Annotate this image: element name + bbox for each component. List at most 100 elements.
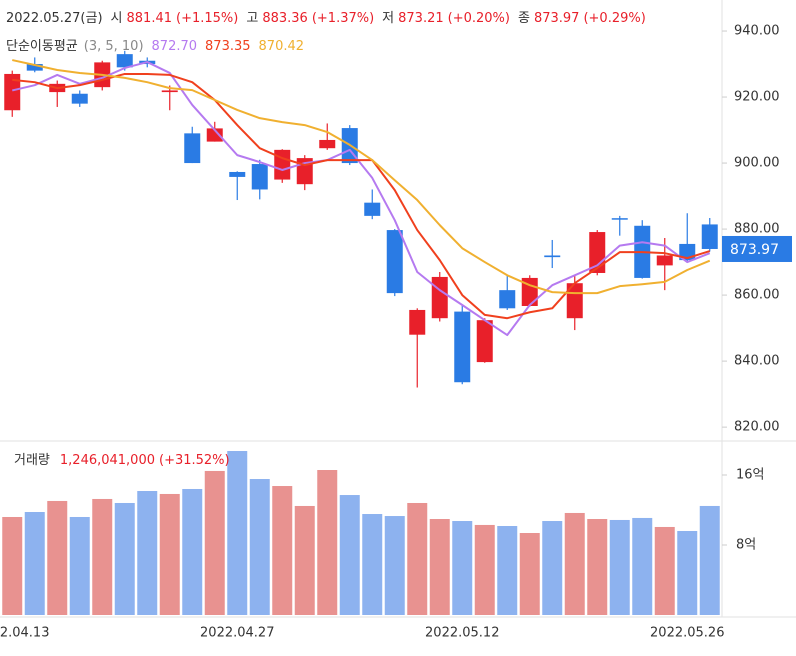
volume-bar: [362, 514, 383, 615]
y-tick-label: 820.00: [734, 420, 780, 435]
candle-body: [161, 90, 178, 93]
ma-legend-item: 872.70: [152, 39, 198, 54]
moving-average-line: [12, 72, 711, 320]
volume-bar: [542, 521, 563, 615]
y-tick-label: 860.00: [734, 288, 780, 303]
y-tick-label: 920.00: [734, 90, 780, 105]
x-tick-label: 2022.05.12: [425, 626, 499, 641]
volume-bar: [474, 524, 495, 615]
candle-body: [274, 149, 291, 180]
volume-bar: [24, 512, 45, 615]
candle-body: [476, 320, 493, 363]
volume-bar: [182, 488, 203, 615]
candle-body: [544, 255, 561, 258]
ma-legend-item: 873.35: [205, 39, 251, 54]
volume-bar: [407, 502, 428, 615]
volume-y-tick-label: 16억: [736, 467, 765, 482]
header-change: (+1.37%): [312, 11, 374, 26]
ma-legend-item: (3, 5, 10): [84, 39, 144, 54]
moving-average-line: [12, 61, 711, 337]
header-label: 시: [111, 11, 123, 26]
y-tick-label: 940.00: [734, 24, 780, 39]
marks: [2, 30, 792, 615]
x-tick-label: 2022.05.26: [650, 626, 724, 641]
volume-bar: [227, 451, 248, 615]
candle-body: [431, 276, 448, 319]
header-value: 873.21: [398, 11, 444, 26]
header-value: 881.41: [127, 11, 173, 26]
volume-bar: [497, 526, 518, 615]
volume-bar: [294, 505, 315, 615]
candle-body: [499, 290, 516, 309]
volume-bar: [92, 498, 113, 615]
volume-legend: 거래량 1,246,041,000 (+31.52%): [14, 453, 230, 468]
volume-bar: [339, 495, 360, 615]
candle-body: [4, 73, 21, 111]
volume-bar: [564, 512, 585, 615]
x-tick-label: 2022.04.13: [0, 626, 49, 641]
candle-body: [386, 230, 403, 294]
candle-body: [229, 171, 246, 177]
candle-body: [251, 164, 268, 190]
volume-bar: [677, 530, 698, 615]
volume-bar: [384, 516, 405, 615]
volume-bar: [2, 516, 23, 615]
header-value: 883.36: [262, 11, 308, 26]
labels: 820.00 840.00 860.00 880.00 900.00 920.00 940.…: [0, 11, 780, 641]
candle-body: [206, 128, 223, 142]
ma-legend-item: 단순이동평균: [6, 39, 78, 54]
candle-body: [116, 54, 133, 68]
volume-bar: [699, 505, 720, 615]
candle-body: [319, 139, 336, 149]
candle-body: [364, 202, 381, 216]
candle-body: [26, 64, 43, 71]
ma-legend: 단순이동평균 (3, 5, 10) 872.70 873.35 870.42: [6, 39, 304, 54]
header-change: (+0.29%): [583, 11, 645, 26]
volume-bar: [47, 500, 68, 615]
candle-body: [656, 255, 673, 266]
candle-body: [184, 133, 201, 164]
volume-bar: [317, 470, 338, 615]
volume-legend-item: 1,246,041,000: [60, 453, 155, 468]
header-text: 2022.05.27(금): [6, 11, 103, 26]
candle-body: [521, 277, 538, 306]
current-price-badge: [722, 235, 792, 262]
volume-bar: [587, 519, 608, 615]
volume-bar: [654, 526, 675, 615]
volume-bar: [609, 519, 630, 615]
header-change: (+1.15%): [176, 11, 238, 26]
volume-bar: [452, 521, 473, 615]
header-label: 고: [246, 11, 258, 26]
candle-body: [409, 309, 426, 335]
y-tick-label: 840.00: [734, 354, 780, 369]
y-tick-label: 880.00: [734, 222, 780, 237]
volume-bar: [632, 517, 653, 615]
volume-bar: [137, 491, 158, 615]
current-price-label: 873.97: [730, 242, 779, 258]
volume-bar: [159, 493, 180, 615]
volume-legend-item: (+31.52%): [159, 453, 230, 468]
header-change: (+0.20%): [448, 11, 510, 26]
volume-bar: [249, 479, 270, 615]
volume-bar: [69, 516, 90, 615]
candle-body: [71, 93, 88, 104]
y-tick-label: 900.00: [734, 156, 780, 171]
moving-average-line: [12, 59, 711, 295]
candle-body: [701, 224, 718, 249]
ma-legend-item: 870.42: [259, 39, 305, 54]
header-label: 저: [382, 11, 394, 26]
volume-bar: [114, 502, 135, 615]
header-value: 873.97: [534, 11, 580, 26]
volume-y-tick-label: 8억: [736, 537, 756, 552]
x-tick-label: 2022.04.27: [200, 626, 274, 641]
volume-bar: [272, 486, 293, 615]
volume-legend-item: 거래량: [14, 453, 50, 468]
header-label: 종: [518, 11, 530, 26]
volume-bar: [429, 519, 450, 615]
volume-bar: [204, 470, 225, 615]
volume-bar: [519, 533, 540, 615]
header: 2022.05.27(금) 시 881.41 (+1.15%) 고 883.36 (+1.3…: [6, 11, 646, 26]
candle-body: [454, 311, 471, 383]
candle-body: [611, 218, 628, 220]
